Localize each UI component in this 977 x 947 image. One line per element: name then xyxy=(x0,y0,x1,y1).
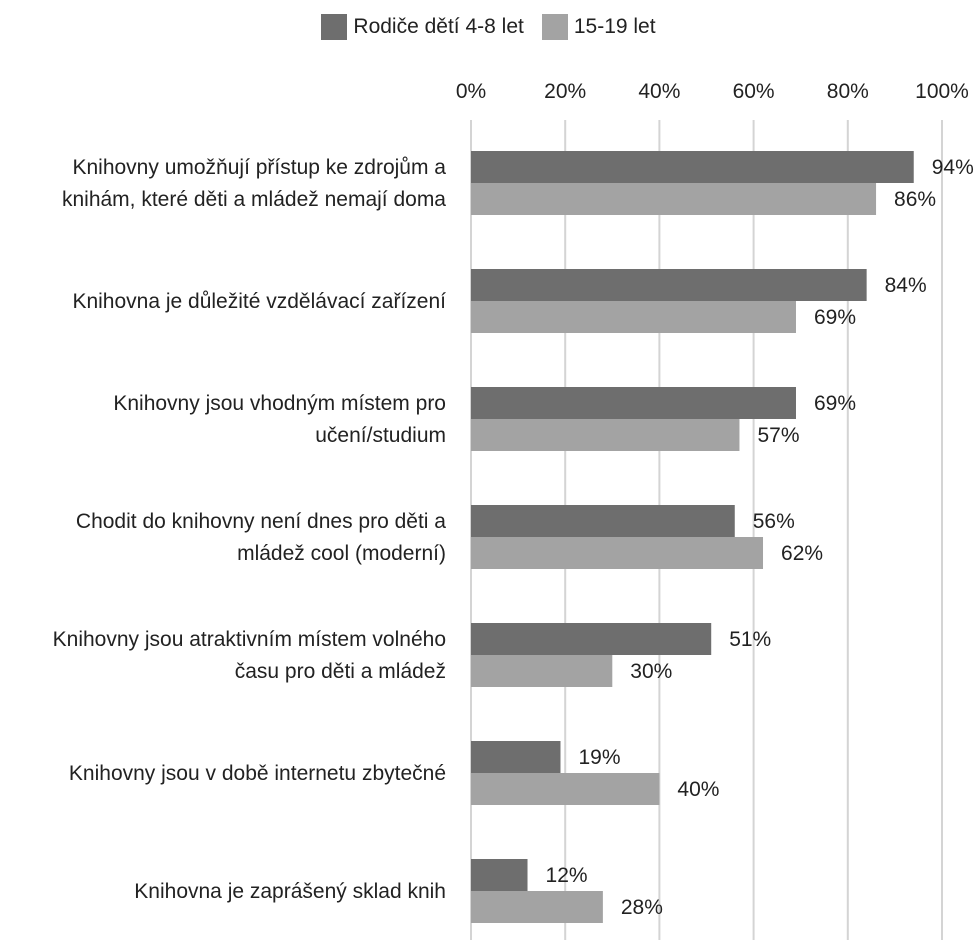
bar xyxy=(471,891,603,923)
legend: Rodiče dětí 4-8 let 15-19 let xyxy=(0,14,977,40)
category-label: mládež cool (moderní) xyxy=(237,542,446,565)
bar xyxy=(471,183,877,215)
bar xyxy=(471,859,528,891)
bar xyxy=(471,269,867,301)
legend-swatch-series-1 xyxy=(321,14,348,40)
legend-label-series-1: Rodiče dětí 4-8 let xyxy=(353,15,524,38)
legend-swatch-series-2 xyxy=(541,14,568,40)
category-label: Knihovny umožňují přístup ke zdrojům a xyxy=(72,156,446,179)
category-label: Knihovny jsou atraktivním místem volného xyxy=(53,628,446,651)
bar xyxy=(471,741,561,773)
bar xyxy=(471,655,613,687)
category-label: Knihovny jsou v době internetu zbytečné xyxy=(69,762,446,785)
bar xyxy=(471,505,735,537)
bar xyxy=(471,301,796,333)
category-label: Chodit do knihovny není dnes pro děti a xyxy=(76,510,446,533)
category-label: Knihovna je zaprášený sklad knih xyxy=(134,880,446,903)
bar xyxy=(471,623,712,655)
data-label: 28% xyxy=(621,896,663,919)
data-label: 86% xyxy=(894,188,936,211)
category-label: knihám, které děti a mládež nemají doma xyxy=(62,188,446,211)
data-label: 69% xyxy=(814,392,856,415)
bar xyxy=(471,773,660,805)
x-tick-label: 80% xyxy=(827,80,869,103)
data-label: 19% xyxy=(578,746,620,769)
bar xyxy=(471,387,796,419)
category-label: Knihovny jsou vhodným místem pro xyxy=(113,392,446,415)
bar xyxy=(471,151,914,183)
category-label: Knihovna je důležité vzdělávací zařízení xyxy=(72,290,446,313)
bar xyxy=(471,537,764,569)
data-label: 94% xyxy=(932,156,974,179)
x-tick-label: 60% xyxy=(733,80,775,103)
category-label: učení/studium xyxy=(315,424,446,447)
data-label: 30% xyxy=(630,660,672,683)
x-tick-label: 40% xyxy=(638,80,680,103)
category-label: času pro děti a mládež xyxy=(235,660,446,683)
data-label: 51% xyxy=(729,628,771,651)
legend-item-series-2: 15-19 let xyxy=(541,14,656,40)
data-label: 57% xyxy=(757,424,799,447)
data-label: 69% xyxy=(814,306,856,329)
x-tick-label: 0% xyxy=(456,80,486,103)
legend-label-series-2: 15-19 let xyxy=(573,15,656,38)
data-label: 62% xyxy=(781,542,823,565)
data-label: 40% xyxy=(677,778,719,801)
data-label: 12% xyxy=(546,864,588,887)
data-label: 84% xyxy=(885,274,927,297)
x-tick-label: 100% xyxy=(915,80,969,103)
legend-item-series-1: Rodiče dětí 4-8 let xyxy=(321,14,524,40)
bar xyxy=(471,419,740,451)
data-label: 56% xyxy=(753,510,795,533)
x-tick-label: 20% xyxy=(544,80,586,103)
